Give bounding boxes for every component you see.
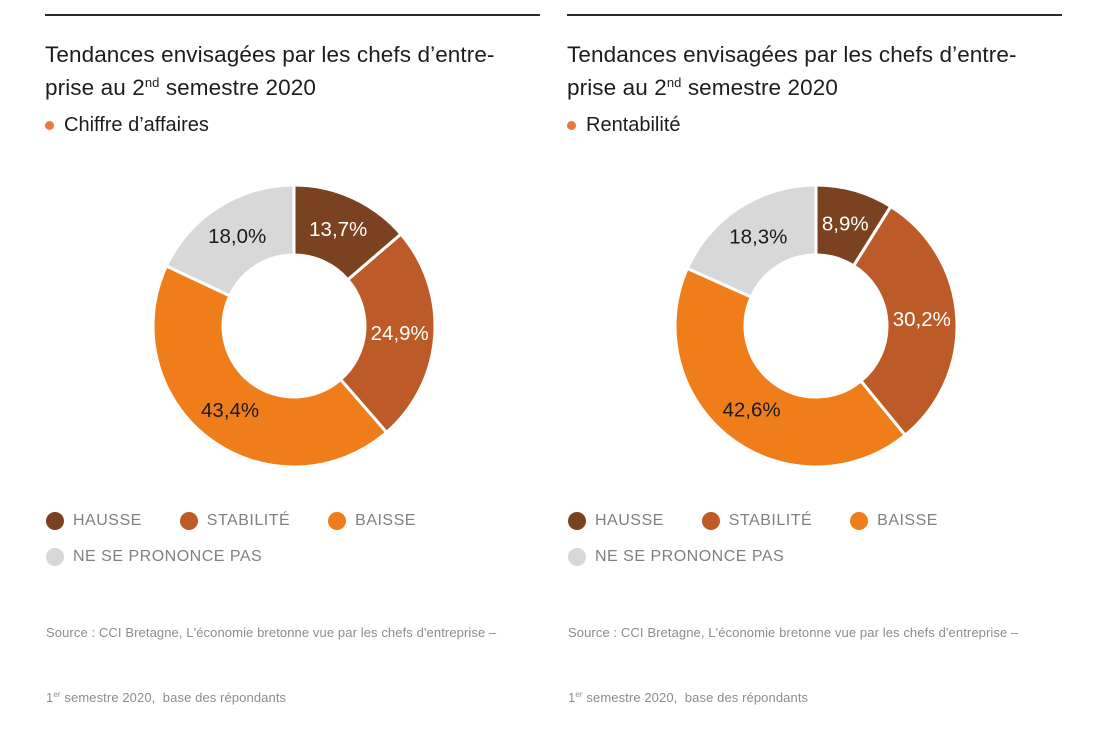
report-page: Tendances envisagées par les chefs d’ent… xyxy=(45,0,1064,708)
ordinal-superscript: nd xyxy=(144,75,160,90)
ordinal-superscript: nd xyxy=(666,75,682,90)
donut-svg: 8,9% 30,2% 42,6% 18,3% xyxy=(673,183,958,469)
segment-value-label: 18,0% xyxy=(208,225,266,248)
top-rule xyxy=(567,14,1062,16)
source-line1: Source : CCI Bretagne, L'économie breton… xyxy=(46,625,497,640)
legend-dot-icon xyxy=(568,512,586,530)
legend-label: HAUSSE xyxy=(595,512,664,529)
legend-label: STABILITÉ xyxy=(206,512,291,529)
chart-title: Tendances envisagées par les chefs d’ent… xyxy=(45,38,542,104)
segment-value-label: 8,9% xyxy=(821,213,868,236)
segment-value-label: 42,6% xyxy=(722,399,780,422)
legend-label: BAISSE xyxy=(877,512,938,529)
donut-segment-stabilit- xyxy=(851,204,958,437)
legend-item-stabilit-: STABILITÉ xyxy=(179,512,291,530)
source-note: Source : CCI Bretagne, L'économie breton… xyxy=(46,579,542,751)
legend-label: NE SE PRONONCE PAS xyxy=(73,548,263,565)
chart-title-line1: Tendances envisagées par les chefs d’ent… xyxy=(567,42,1017,67)
segment-value-label: 30,2% xyxy=(892,308,950,331)
legend-row-1: HAUSSE STABILITÉ BAISSE xyxy=(568,512,938,530)
bullet-icon xyxy=(567,121,576,130)
source-line1: Source : CCI Bretagne, L'économie breton… xyxy=(568,625,1019,640)
legend-item-ne-se-prononce-pas: NE SE PRONONCE PAS xyxy=(568,548,784,566)
source-line2: 1er semestre 2020, base des répondants xyxy=(568,689,809,705)
segment-value-label: 24,9% xyxy=(370,322,428,345)
chart-subtitle-label: Rentabilité xyxy=(586,114,681,136)
top-rule xyxy=(45,14,540,16)
ordinal-superscript: er xyxy=(575,689,583,699)
legend-item-hausse: HAUSSE xyxy=(568,512,664,530)
legend-dot-icon xyxy=(328,512,347,530)
segment-value-label: 18,3% xyxy=(729,226,787,249)
source-note: Source : CCI Bretagne, L'économie breton… xyxy=(568,579,1064,751)
donut-svg: 13,7% 24,9% 43,4% 18,0% xyxy=(151,183,436,469)
legend-item-ne-se-prononce-pas: NE SE PRONONCE PAS xyxy=(46,548,262,566)
segment-value-label: 13,7% xyxy=(309,218,367,241)
legend-dot-icon xyxy=(568,548,586,566)
legend-label: HAUSSE xyxy=(73,512,142,529)
ordinal-superscript: er xyxy=(53,689,61,699)
legend-row-2: NE SE PRONONCE PAS xyxy=(46,548,262,566)
chart-subtitle-label: Chiffre d’affaires xyxy=(64,114,209,136)
donut-chart-chiffre-affaires: 13,7% 24,9% 43,4% 18,0% xyxy=(151,183,437,469)
legend-label: STABILITÉ xyxy=(728,512,813,529)
legend-dot-icon xyxy=(46,512,64,530)
chart-title: Tendances envisagées par les chefs d’ent… xyxy=(567,38,1064,104)
donut-chart-rentabilite: 8,9% 30,2% 42,6% 18,3% xyxy=(673,183,959,469)
legend-item-baisse: BAISSE xyxy=(850,512,938,530)
donut-segment-baisse xyxy=(673,266,907,469)
legend-item-baisse: BAISSE xyxy=(328,512,416,530)
chart-title-line2: prise au 2nd semestre 2020 xyxy=(567,75,838,100)
legend-row-2: NE SE PRONONCE PAS xyxy=(568,548,784,566)
legend-label: NE SE PRONONCE PAS xyxy=(595,548,785,565)
chart-title-line2: prise au 2nd semestre 2020 xyxy=(45,75,316,100)
donut-segment-baisse xyxy=(151,264,388,469)
chart-title-line1: Tendances envisagées par les chefs d’ent… xyxy=(45,42,495,67)
chart-subtitle: Chiffre d’affaires xyxy=(45,114,209,137)
legend-row-1: HAUSSE STABILITÉ BAISSE xyxy=(46,512,416,530)
legend-item-stabilit-: STABILITÉ xyxy=(701,512,813,530)
legend-dot-icon xyxy=(46,548,64,566)
segment-value-label: 43,4% xyxy=(201,399,259,422)
bullet-icon xyxy=(45,121,54,130)
chart-panel-chiffre-affaires: Tendances envisagées par les chefs d’ent… xyxy=(45,0,542,708)
donut-segment-ne-se-prononce-pas xyxy=(685,183,817,299)
legend-item-hausse: HAUSSE xyxy=(46,512,142,530)
chart-subtitle: Rentabilité xyxy=(567,114,681,137)
donut-segment-ne-se-prononce-pas xyxy=(164,183,295,298)
chart-panel-rentabilite: Tendances envisagées par les chefs d’ent… xyxy=(567,0,1064,708)
source-line2: 1er semestre 2020, base des répondants xyxy=(46,689,287,705)
donut-segment-stabilit- xyxy=(338,232,436,434)
legend-dot-icon xyxy=(701,512,720,530)
legend-label: BAISSE xyxy=(355,512,416,529)
legend-dot-icon xyxy=(179,512,198,530)
legend-dot-icon xyxy=(850,512,869,530)
